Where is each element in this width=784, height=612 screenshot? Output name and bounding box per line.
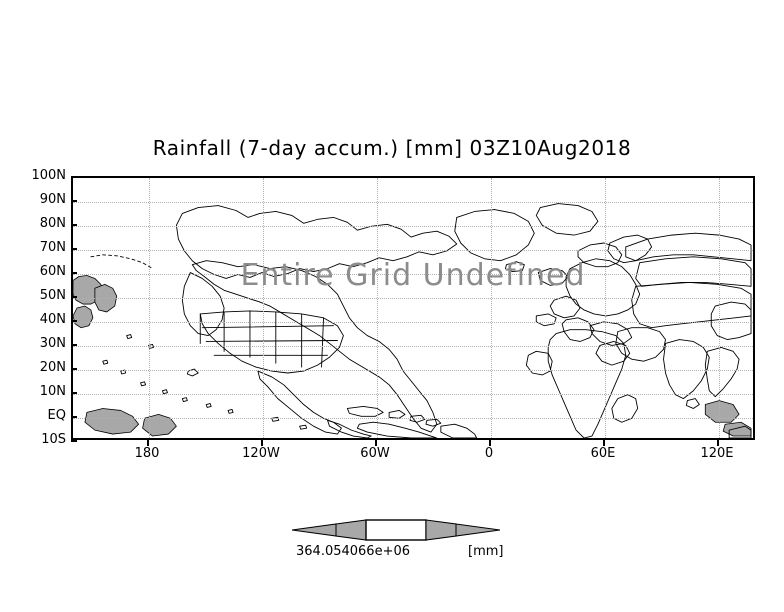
y-tick-label: 20N — [39, 360, 66, 375]
x-tick-mark — [261, 440, 263, 446]
gridline-horizontal — [73, 394, 753, 396]
gridline-horizontal — [73, 226, 753, 228]
gridline-vertical — [263, 178, 265, 438]
y-tick-mark — [71, 200, 77, 202]
y-axis: 100N 90N 80N 70N 60N 50N 40N 30N 20N 10N… — [18, 169, 66, 446]
map-plot-area[interactable] — [71, 176, 755, 440]
gridline-horizontal — [73, 250, 753, 252]
y-tick-mark — [71, 416, 77, 418]
colorbar-labels: 364.054066e+06 [mm] — [252, 544, 540, 562]
y-tick-label: 50N — [39, 288, 66, 303]
gridline-horizontal — [73, 346, 753, 348]
y-tick-label: 10N — [39, 384, 66, 399]
y-tick-mark — [71, 296, 77, 298]
colorbar-value-label: 364.054066e+06 — [296, 544, 411, 559]
y-tick-label: 40N — [39, 312, 66, 327]
gridline-horizontal — [73, 418, 753, 420]
colorbar-units-label: [mm] — [468, 544, 504, 559]
x-tick-label: 120W — [242, 446, 280, 461]
gridline-horizontal — [73, 370, 753, 372]
y-tick-label: 80N — [39, 216, 66, 231]
x-tick-mark — [717, 440, 719, 446]
y-tick-mark — [71, 224, 77, 226]
y-tick-mark — [71, 368, 77, 370]
colorbar[interactable]: 364.054066e+06 [mm] — [292, 516, 503, 562]
gridline-horizontal — [73, 322, 753, 324]
x-tick-label: 120E — [700, 446, 734, 461]
y-tick-mark — [71, 176, 77, 178]
x-tick-label: 60E — [590, 446, 616, 461]
colorbar-graphic[interactable] — [292, 516, 500, 544]
x-tick-label: 180 — [134, 446, 160, 461]
x-tick-label: 60W — [360, 446, 390, 461]
gridline-vertical — [377, 178, 379, 438]
y-tick-mark — [71, 344, 77, 346]
x-tick-mark — [603, 440, 605, 446]
gridline-horizontal — [73, 274, 753, 276]
y-tick-label: 10S — [41, 432, 66, 447]
gridline-horizontal — [73, 202, 753, 204]
gridline-vertical — [491, 178, 493, 438]
x-axis: 180 120W 60W 0 60E 120E — [71, 446, 755, 466]
x-tick-label: 0 — [484, 446, 494, 461]
y-tick-mark — [71, 440, 77, 442]
page-title: Rainfall (7-day accum.) [mm] 03Z10Aug201… — [152, 136, 632, 160]
map-canvas — [73, 178, 753, 438]
world-coastline-overlay — [73, 203, 752, 438]
y-tick-mark — [71, 272, 77, 274]
x-tick-mark — [375, 440, 377, 446]
gridline-horizontal — [73, 298, 753, 300]
y-tick-label: 70N — [39, 240, 66, 255]
y-tick-label: 100N — [31, 168, 66, 183]
y-tick-label: 30N — [39, 336, 66, 351]
y-tick-label: 90N — [39, 192, 66, 207]
gridline-vertical — [149, 178, 151, 438]
gridline-vertical — [719, 178, 721, 438]
y-tick-label: 60N — [39, 264, 66, 279]
x-tick-mark — [489, 440, 491, 446]
y-tick-mark — [71, 392, 77, 394]
x-tick-mark — [147, 440, 149, 446]
y-tick-label: EQ — [47, 408, 66, 423]
y-tick-mark — [71, 248, 77, 250]
gridline-vertical — [605, 178, 607, 438]
y-tick-mark — [71, 320, 77, 322]
